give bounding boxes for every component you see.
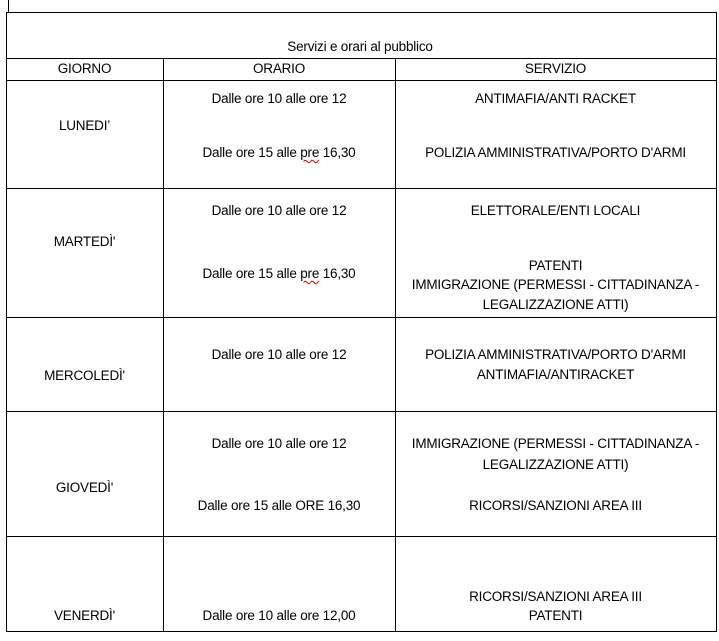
- service-line: IMMIGRAZIONE (PERMESSI - CITTADINANZA -: [411, 277, 700, 292]
- time-text: 16,30: [319, 145, 356, 160]
- service-line: ELETTORALE/ENTI LOCALI: [470, 203, 641, 218]
- service-line: POLIZIA AMMINISTRATIVA/PORTO D'ARMI: [425, 347, 686, 362]
- time-text: Dalle ore 10 alle ore 12: [211, 347, 347, 362]
- row-divider: [6, 631, 717, 632]
- time-text: Dalle ore 15 alle: [202, 266, 301, 281]
- service-line: ANTIMAFIA/ANTI RACKET: [475, 91, 636, 106]
- misspelled-word: pre: [300, 145, 320, 160]
- service-line: IMMIGRAZIONE (PERMESSI - CITTADINANZA -: [411, 436, 700, 451]
- day-label: LUNEDI’: [58, 118, 111, 133]
- service-line: PATENTI: [528, 608, 583, 623]
- column-divider: [6, 12, 7, 632]
- time-text: Dalle ore 10 alle ore 12,00: [202, 608, 356, 623]
- row-divider: [6, 188, 717, 189]
- service-line: LEGALIZZAZIONE ATTI): [482, 297, 629, 312]
- column-divider: [163, 58, 164, 632]
- service-line: PATENTI: [528, 258, 583, 273]
- header-orario: ORARIO: [252, 61, 306, 76]
- header-servizio: SERVIZIO: [524, 61, 587, 76]
- time-slot: Dalle ore 15 alle ORE 16,30: [198, 498, 361, 514]
- row-divider: [6, 317, 717, 318]
- time-text: 16,30: [319, 266, 356, 281]
- misspelled-word: pre: [300, 266, 320, 281]
- service-line: ANTIMAFIA/ANTIRACKET: [476, 367, 635, 382]
- column-divider: [395, 58, 396, 632]
- time-slot: Dalle ore 10 alle ore 12: [212, 91, 347, 107]
- day-label: MERCOLEDÌ': [44, 368, 125, 383]
- time-slot: Dalle ore 10 alle ore 12: [212, 203, 347, 219]
- time-text: Dalle ore 10 alle ore 12: [211, 203, 347, 218]
- row-divider: [6, 80, 717, 81]
- time-slot: Dalle ore 10 alle ore 12: [212, 436, 347, 452]
- column-divider: [716, 12, 717, 632]
- row-divider: [6, 536, 717, 537]
- service-line: RICORSI/SANZIONI AREA III: [469, 498, 642, 513]
- day-label: MARTEDÌ': [53, 234, 116, 249]
- row-divider: [6, 58, 717, 59]
- divider: [8, 0, 9, 12]
- table-title: Servizi e orari al pubblico: [287, 39, 433, 54]
- row-divider: [6, 411, 717, 412]
- service-line: RICORSI/SANZIONI AREA III: [469, 589, 642, 604]
- time-slot: Dalle ore 15 alle pre 16,30: [203, 145, 356, 161]
- time-text: Dalle ore 15 alle ORE 16,30: [197, 498, 361, 513]
- time-slot: Dalle ore 10 alle ore 12: [212, 347, 347, 363]
- time-text: Dalle ore 10 alle ore 12: [211, 91, 347, 106]
- service-line: POLIZIA AMMINISTRATIVA/PORTO D'ARMI: [425, 145, 686, 160]
- time-slot: Dalle ore 10 alle ore 12,00: [203, 608, 356, 624]
- time-text: Dalle ore 10 alle ore 12: [211, 436, 347, 451]
- day-label: VENERDÌ': [54, 608, 115, 623]
- day-label: GIOVEDÌ': [55, 480, 114, 495]
- time-text: Dalle ore 15 alle: [202, 145, 301, 160]
- service-line: LEGALIZZAZIONE ATTI): [482, 457, 629, 472]
- header-giorno: GIORNO: [57, 61, 112, 76]
- row-divider: [6, 12, 717, 13]
- time-slot: Dalle ore 15 alle pre 16,30: [203, 266, 356, 282]
